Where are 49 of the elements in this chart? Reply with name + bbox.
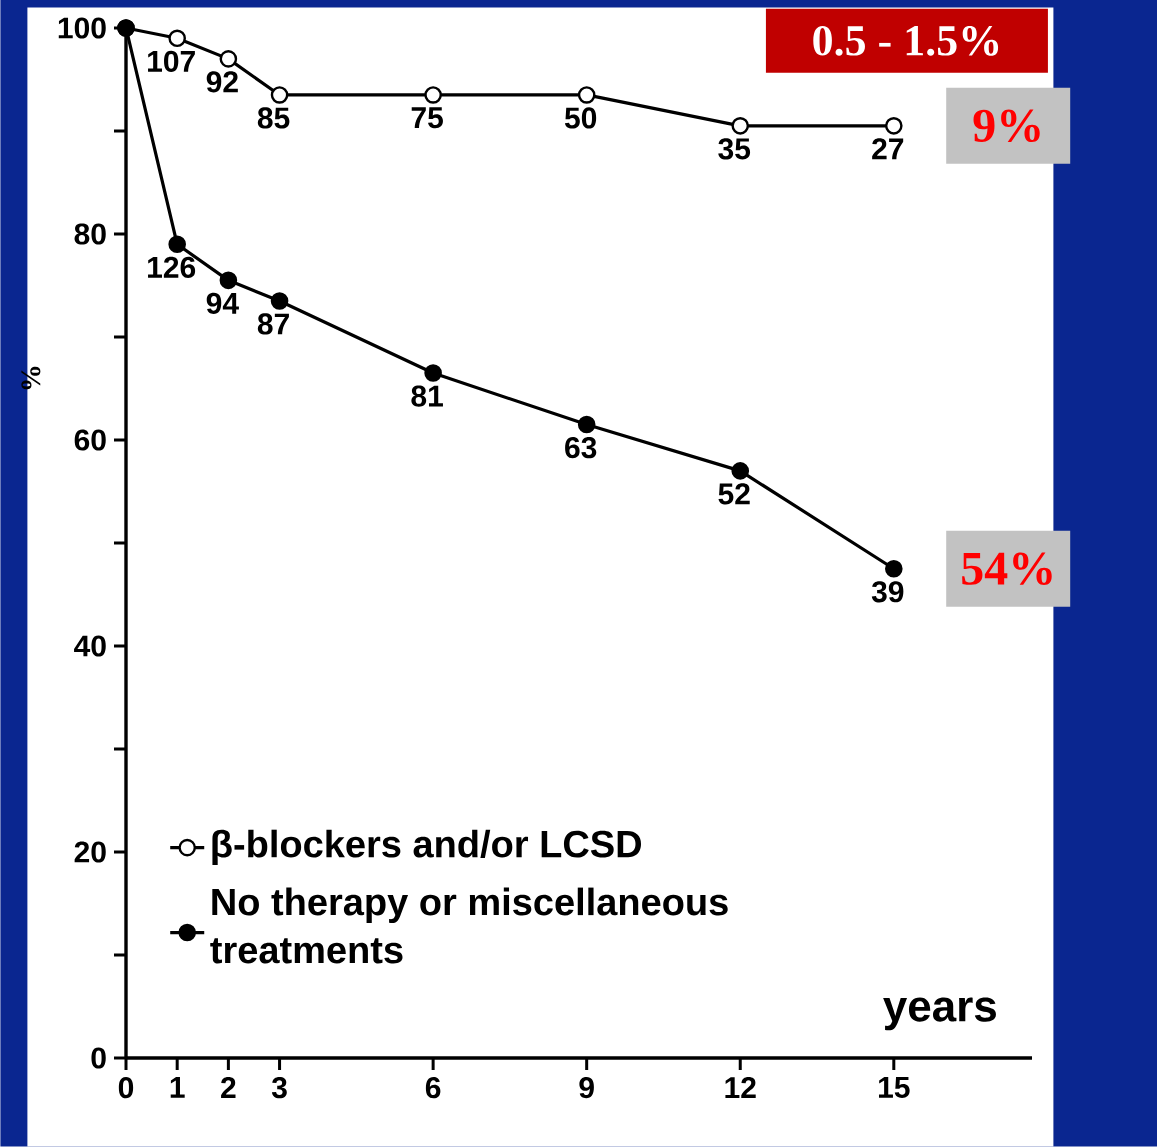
x-tick-label: 15 — [878, 1077, 910, 1098]
annotation: 85 — [257, 107, 290, 129]
point — [219, 271, 238, 290]
x-tick-label: 2 — [221, 1077, 236, 1098]
point — [731, 462, 750, 480]
x-tick-label: 9 — [579, 1077, 594, 1099]
annotation: 63 — [565, 436, 597, 459]
annotation: 92 — [206, 71, 238, 93]
point — [731, 117, 750, 135]
annotation: 81 — [411, 385, 443, 407]
point — [219, 50, 238, 68]
x-tick-label: 3 — [271, 1077, 287, 1099]
legend-label: β-blockers and/or LCSD — [212, 829, 641, 866]
annotation: 126 — [148, 256, 196, 278]
legend-label: No therapy or miscellaneous treatments — [210, 887, 728, 964]
point — [270, 86, 289, 104]
point — [885, 559, 903, 578]
x-tick-label: 12 — [725, 1077, 756, 1098]
annotation: 50 — [564, 107, 597, 129]
annotation: 27 — [872, 138, 904, 160]
y-tick-label: 40 — [74, 635, 106, 657]
point — [885, 117, 903, 135]
annotation: 107 — [148, 50, 195, 72]
y-tick-label: 20 — [74, 841, 106, 863]
annotation: 9% — [973, 109, 1040, 143]
annotation: 75 — [411, 107, 443, 129]
x-tick-label: 1 — [170, 1077, 185, 1098]
point — [270, 292, 289, 310]
x-tick-label: 0 — [118, 1077, 134, 1099]
point — [577, 415, 596, 434]
point — [424, 364, 442, 382]
annotation: 52 — [718, 483, 750, 505]
point — [424, 86, 442, 104]
point — [168, 235, 186, 254]
y-axis-title: % — [21, 366, 41, 390]
annotation: 0.5 - 1.5% — [813, 25, 999, 56]
y-tick-label: 0 — [91, 1047, 106, 1069]
point — [168, 29, 186, 48]
annotation: 87 — [257, 313, 289, 335]
y-tick-label: 100 — [58, 17, 106, 39]
annotation: 39 — [871, 581, 904, 603]
annotation: 54% — [962, 552, 1052, 586]
x-axis-title: years — [883, 997, 996, 1031]
annotation: 35 — [718, 138, 751, 160]
annotation: 94 — [206, 292, 239, 314]
point — [577, 86, 596, 104]
y-tick-label: 80 — [74, 223, 106, 245]
x-tick-label: 6 — [425, 1077, 441, 1099]
y-tick-label: 60 — [74, 429, 106, 451]
